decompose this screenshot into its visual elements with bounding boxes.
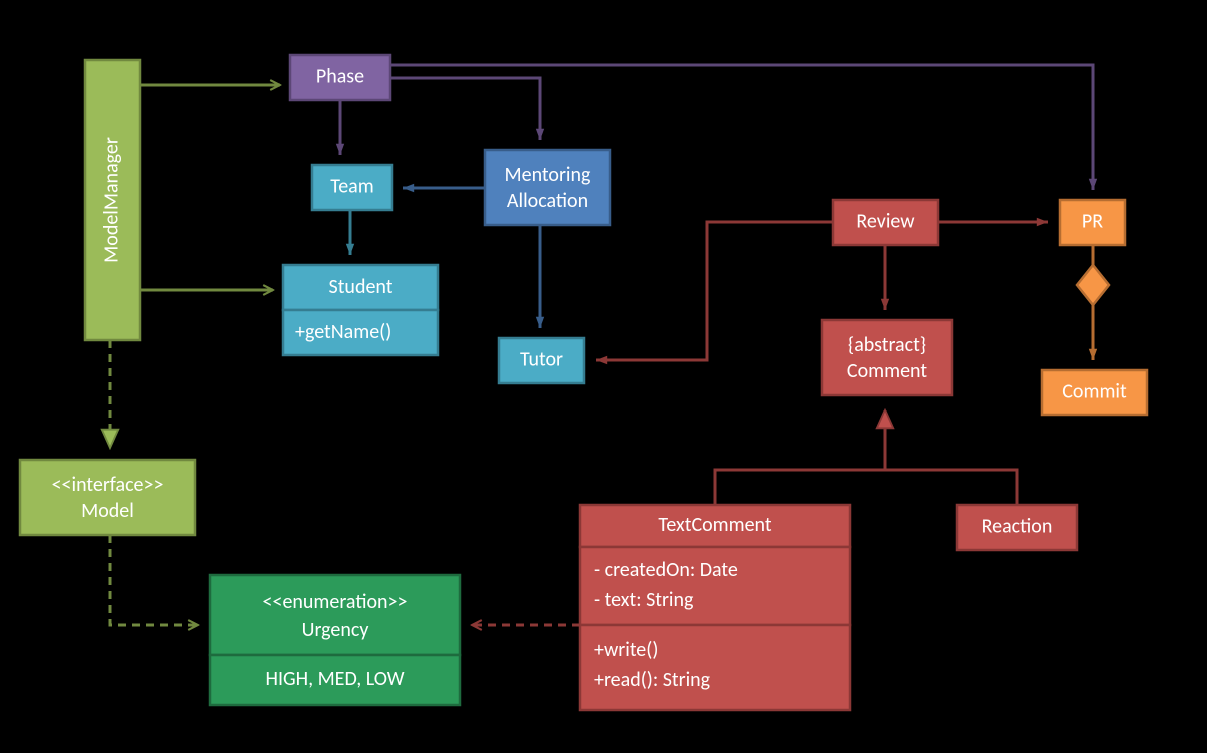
mentoring-allocation-box	[485, 150, 610, 225]
text-comment-attr-0: - createdOn: Date	[594, 558, 738, 582]
phase-label: Phase	[316, 64, 364, 88]
mentoring-label-1: Mentoring	[505, 163, 591, 187]
model-interface-label-2: Model	[81, 499, 134, 523]
aggregation-diamond	[1077, 265, 1109, 305]
tutor-label: Tutor	[520, 347, 563, 371]
abstract-comment-box	[822, 320, 952, 395]
edge-inherit_react	[885, 470, 1017, 505]
urgency-label-2: Urgency	[302, 618, 369, 642]
urgency-values: HIGH, MED, LOW	[265, 667, 404, 691]
edge-inherit_text	[715, 470, 885, 505]
student-label: Student	[329, 275, 393, 299]
abstract-comment-label-2: Comment	[847, 359, 927, 383]
student-method-0: +getName()	[295, 320, 391, 344]
text-comment-op-1: +read(): String	[594, 668, 711, 692]
commit-label: Commit	[1062, 379, 1127, 403]
mentoring-label-2: Allocation	[507, 189, 588, 213]
edge-review_tutor	[596, 222, 833, 360]
urgency-title-box	[210, 575, 460, 655]
text-comment-label: TextComment	[658, 513, 771, 537]
uml-diagram: ModelManager Phase Team MentoringAllocation…	[0, 0, 1207, 753]
text-comment-op-0: +write()	[594, 638, 658, 662]
abstract-comment-label-1: {abstract}	[848, 333, 926, 357]
review-label: Review	[856, 209, 915, 233]
urgency-label-1: <<enumeration>>	[263, 590, 408, 614]
reaction-label: Reaction	[982, 514, 1053, 538]
model-interface-box	[20, 460, 195, 535]
text-comment-attr-1: - text: String	[594, 588, 694, 612]
model-interface-label-1: <<interface>>	[52, 473, 164, 497]
model-manager-label: ModelManager	[99, 137, 123, 263]
pr-label: PR	[1082, 209, 1103, 233]
edge-model_urgency	[110, 535, 198, 625]
edge-phase_ma	[390, 78, 540, 140]
team-label: Team	[330, 174, 373, 198]
